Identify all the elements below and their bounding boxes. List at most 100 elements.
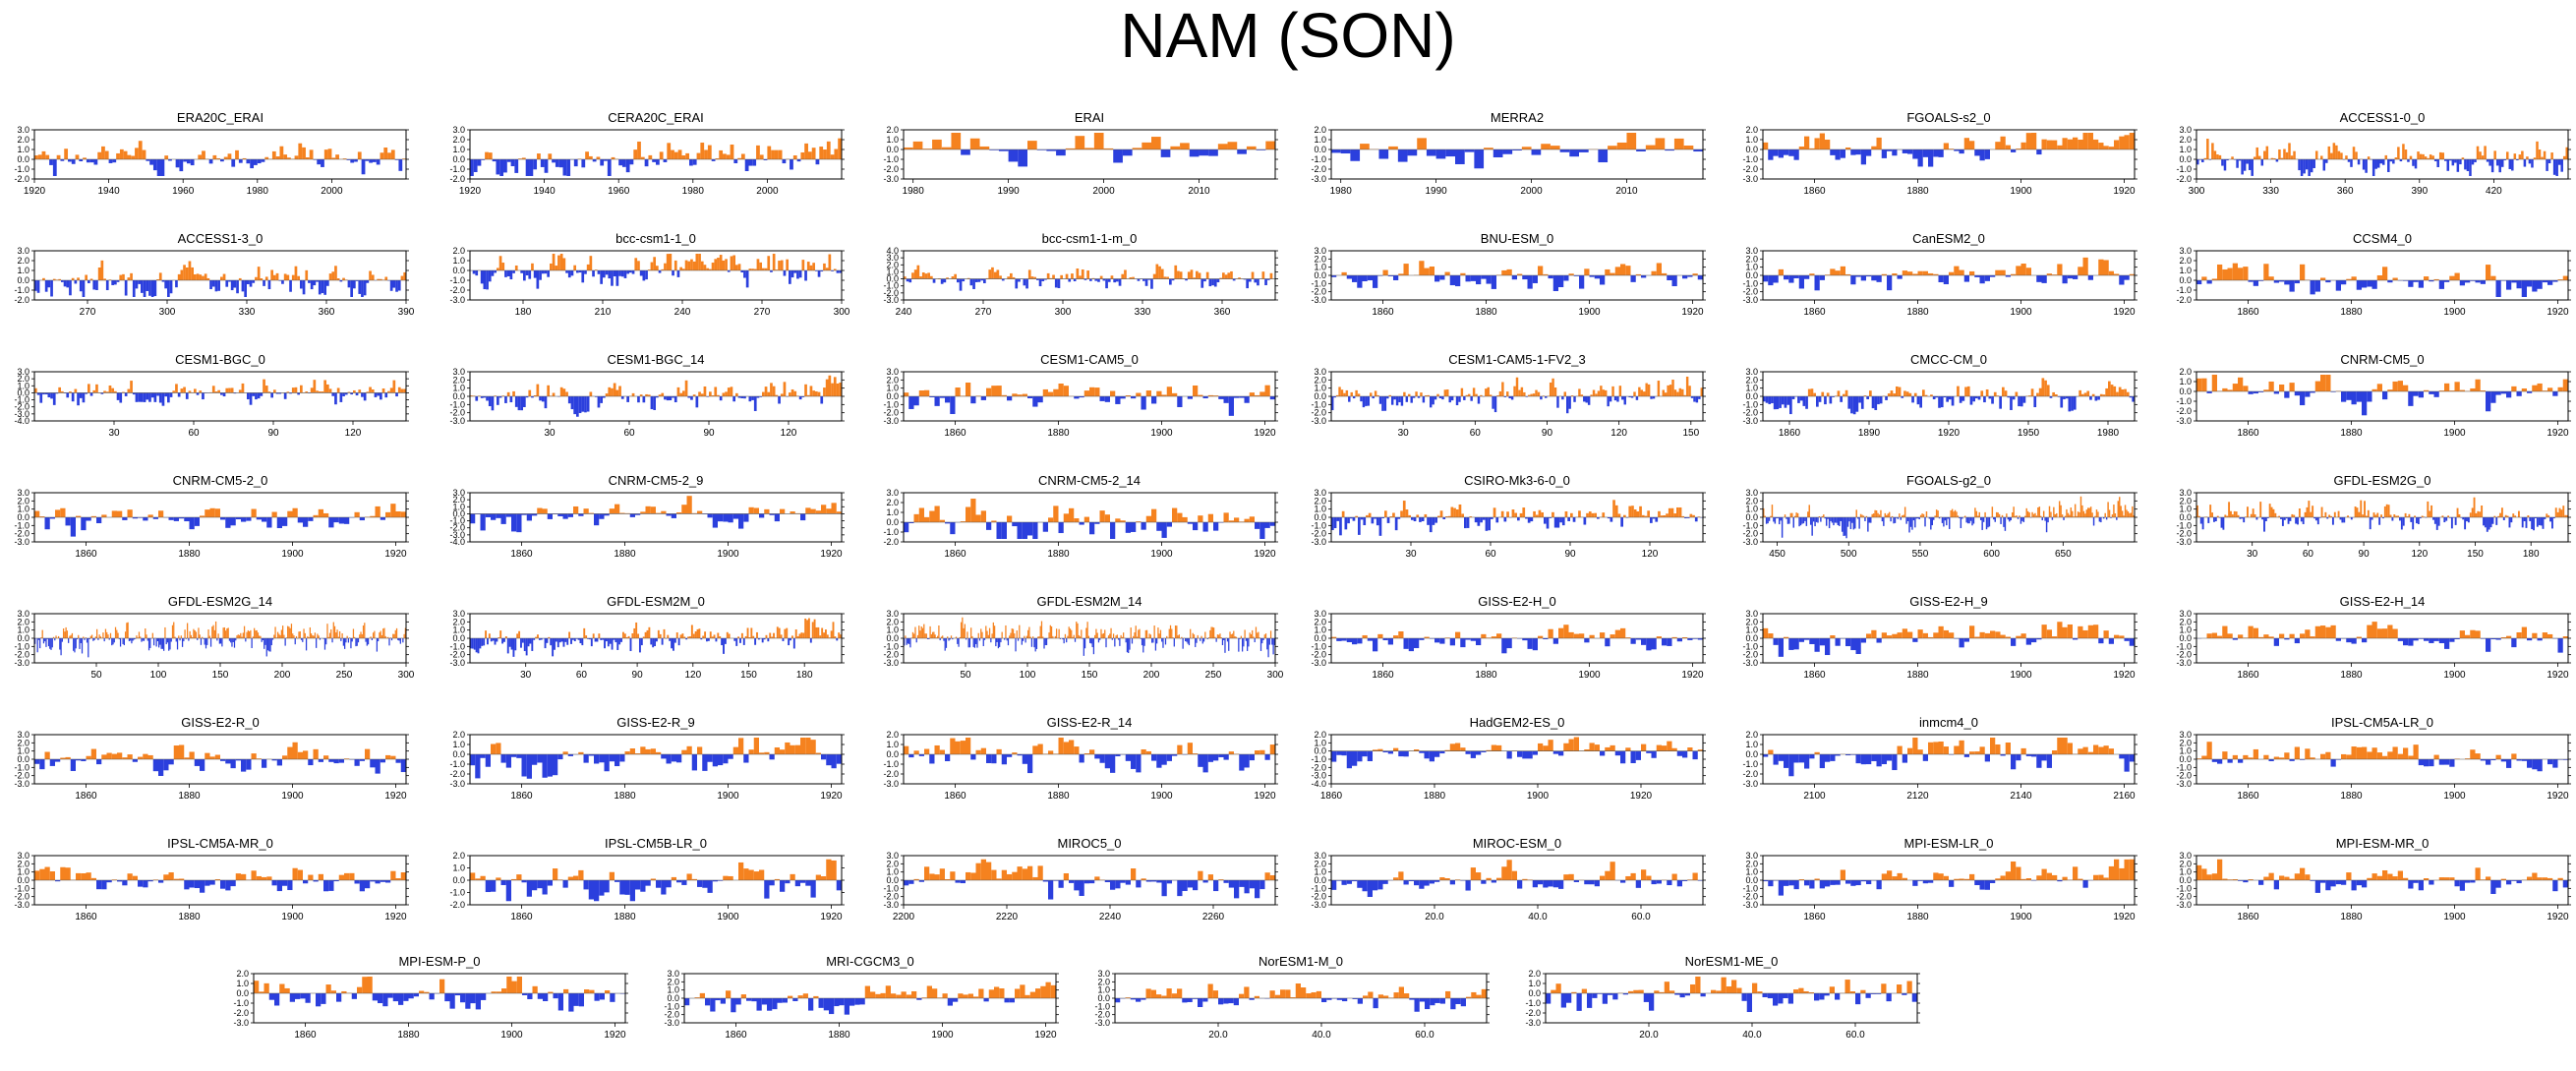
negative-anomaly-bar [92, 280, 96, 290]
positive-anomaly-bar [2124, 388, 2127, 396]
negative-anomaly-bar [2525, 517, 2528, 528]
positive-anomaly-bar [318, 635, 320, 638]
positive-anomaly-bar [39, 516, 45, 517]
positive-anomaly-bar [778, 627, 781, 638]
positive-anomaly-bar [1551, 511, 1554, 517]
positive-anomaly-bar [1048, 632, 1050, 638]
negative-anomaly-bar [2196, 159, 2199, 165]
positive-anomaly-bar [2217, 264, 2223, 280]
positive-anomaly-bar [90, 748, 96, 759]
positive-anomaly-bar [2367, 625, 2372, 638]
x-tick-label: 30 [2247, 549, 2258, 560]
y-tick-label: -2.0 [449, 523, 465, 533]
negative-anomaly-bar [528, 270, 532, 279]
negative-anomaly-bar [112, 159, 117, 163]
negative-anomaly-bar [1249, 278, 1252, 282]
positive-anomaly-bar [815, 752, 821, 754]
negative-anomaly-bar [588, 754, 594, 756]
positive-anomaly-bar [1135, 625, 1137, 638]
negative-anomaly-bar [635, 513, 641, 515]
positive-anomaly-bar [1984, 511, 1986, 517]
negative-anomaly-bar [141, 638, 143, 642]
positive-anomaly-bar [1424, 268, 1430, 275]
negative-anomaly-bar [65, 517, 71, 526]
negative-anomaly-bar [267, 280, 271, 290]
positive-anomaly-bar [1219, 277, 1222, 279]
negative-anomaly-bar [616, 638, 619, 650]
positive-anomaly-bar [809, 265, 813, 270]
negative-anomaly-bar [1228, 638, 1230, 651]
negative-anomaly-bar [184, 517, 190, 522]
negative-anomaly-bar [541, 396, 545, 402]
negative-anomaly-bar [1006, 638, 1008, 641]
negative-anomaly-bar [488, 270, 492, 282]
negative-anomaly-bar [303, 517, 309, 527]
positive-anomaly-bar [748, 268, 752, 270]
positive-anomaly-bar [1085, 627, 1087, 638]
y-tick-label: 1.0 [1745, 135, 1758, 145]
positive-anomaly-bar [2111, 514, 2114, 517]
positive-anomaly-bar [1821, 391, 1825, 396]
negative-anomaly-bar [59, 638, 61, 650]
positive-anomaly-bar [977, 632, 979, 638]
negative-anomaly-bar [2552, 280, 2558, 282]
positive-anomaly-bar [1957, 515, 1960, 517]
positive-anomaly-bar [800, 738, 806, 754]
negative-anomaly-bar [1983, 396, 1986, 403]
negative-anomaly-bar [1933, 517, 1935, 520]
negative-anomaly-bar [1900, 517, 1903, 520]
positive-anomaly-bar [89, 278, 93, 280]
positive-anomaly-bar [2454, 382, 2460, 391]
negative-anomaly-bar [1033, 638, 1035, 648]
positive-anomaly-bar [823, 149, 827, 159]
negative-anomaly-bar [46, 638, 48, 639]
positive-anomaly-bar [657, 629, 660, 638]
negative-anomaly-bar [1333, 396, 1336, 398]
positive-anomaly-bar [1060, 274, 1063, 279]
x-tick-label: 150 [2467, 549, 2484, 560]
negative-anomaly-bar [2108, 638, 2114, 644]
positive-anomaly-bar [1938, 625, 1944, 638]
positive-anomaly-bar [287, 510, 293, 517]
positive-anomaly-bar [2429, 510, 2431, 517]
positive-anomaly-bar [2078, 267, 2083, 275]
y-tick-label: -2.0 [1311, 529, 1326, 539]
negative-anomaly-bar [351, 638, 353, 642]
negative-anomaly-bar [359, 517, 365, 521]
negative-anomaly-bar [1933, 149, 1939, 157]
y-tick-label: -1.0 [2176, 641, 2192, 651]
positive-anomaly-bar [748, 637, 751, 638]
negative-anomaly-bar [108, 638, 110, 640]
positive-anomaly-bar [1010, 272, 1013, 279]
positive-anomaly-bar [1617, 513, 1621, 517]
negative-anomaly-bar [1951, 396, 1955, 406]
positive-anomaly-bar [273, 389, 276, 393]
positive-anomaly-bar [1424, 636, 1430, 638]
negative-anomaly-bar [1584, 638, 1590, 643]
negative-anomaly-bar [511, 754, 517, 757]
negative-anomaly-bar [49, 517, 55, 519]
positive-anomaly-bar [1644, 515, 1648, 517]
negative-anomaly-bar [1780, 517, 1782, 521]
y-tick-label: -3.0 [1311, 658, 1326, 668]
negative-anomaly-bar [2243, 517, 2246, 523]
negative-anomaly-bar [1128, 638, 1130, 654]
x-tick-label: 30 [108, 428, 120, 439]
positive-anomaly-bar [369, 387, 372, 393]
x-tick-label: 420 [2486, 186, 2502, 197]
x-tick-label: 1860 [510, 791, 533, 802]
negative-anomaly-bar [1961, 396, 1965, 401]
negative-anomaly-bar [1412, 396, 1416, 398]
positive-anomaly-bar [390, 149, 395, 159]
positive-anomaly-bar [2409, 155, 2413, 159]
negative-anomaly-bar [609, 638, 612, 644]
negative-anomaly-bar [39, 638, 41, 649]
negative-anomaly-bar [1074, 396, 1080, 399]
negative-anomaly-bar [397, 638, 399, 640]
negative-anomaly-bar [152, 159, 157, 171]
panel-title: CESM1-CAM5_0 [1040, 352, 1139, 367]
negative-anomaly-bar [1202, 396, 1208, 399]
positive-anomaly-bar [573, 506, 579, 514]
chart-panel: CNRM-CM5_0 -3.0 -2.0 -1.0 0.0 1.0 2.0 1860 1880 1… [2162, 352, 2576, 460]
positive-anomaly-bar [2091, 393, 2095, 396]
